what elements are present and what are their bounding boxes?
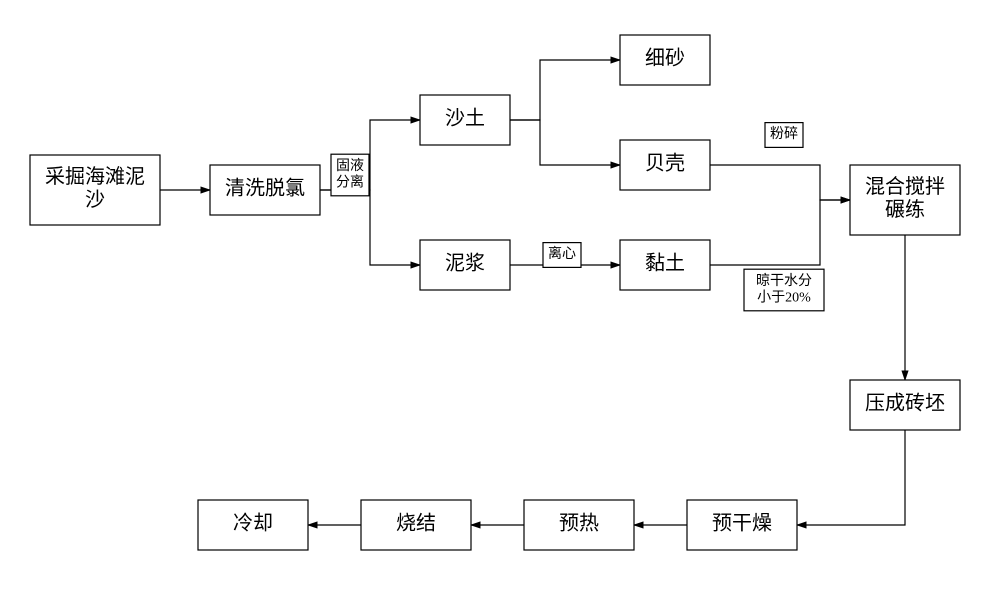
edge-label: 粉碎 <box>770 126 798 142</box>
edge <box>797 430 905 525</box>
node-label: 采掘海滩泥 <box>45 165 145 188</box>
node-label: 泥浆 <box>445 252 485 275</box>
node-label: 碾练 <box>885 198 925 221</box>
edge <box>710 200 850 265</box>
node-label: 黏土 <box>645 252 685 275</box>
edge-label: 小于20% <box>757 290 811 306</box>
node-label: 烧结 <box>396 512 436 535</box>
node-label: 预干燥 <box>712 512 772 535</box>
node-label: 清洗脱氯 <box>225 177 305 200</box>
edge-label: 晾干水分 <box>756 273 812 289</box>
node-label: 贝壳 <box>645 152 685 175</box>
node-label: 沙 <box>85 189 105 211</box>
edge-label: 离心 <box>548 245 576 262</box>
node-label: 压成砖坯 <box>865 392 945 415</box>
node-label: 预热 <box>559 512 599 535</box>
edge-label: 固液 <box>336 158 364 174</box>
node-label: 细砂 <box>645 47 685 70</box>
edge <box>510 60 620 120</box>
edge <box>710 165 850 200</box>
edge <box>510 120 620 165</box>
node-label: 沙土 <box>445 107 485 130</box>
node-label: 混合搅拌 <box>865 175 945 198</box>
node-label: 冷却 <box>233 512 273 535</box>
edge-label: 分离 <box>336 174 364 191</box>
flowchart-canvas: 采掘海滩泥沙清洗脱氯沙土泥浆细砂贝壳黏土混合搅拌碾练压成砖坯预干燥预热烧结冷却 … <box>0 0 1000 592</box>
edge <box>320 190 420 265</box>
